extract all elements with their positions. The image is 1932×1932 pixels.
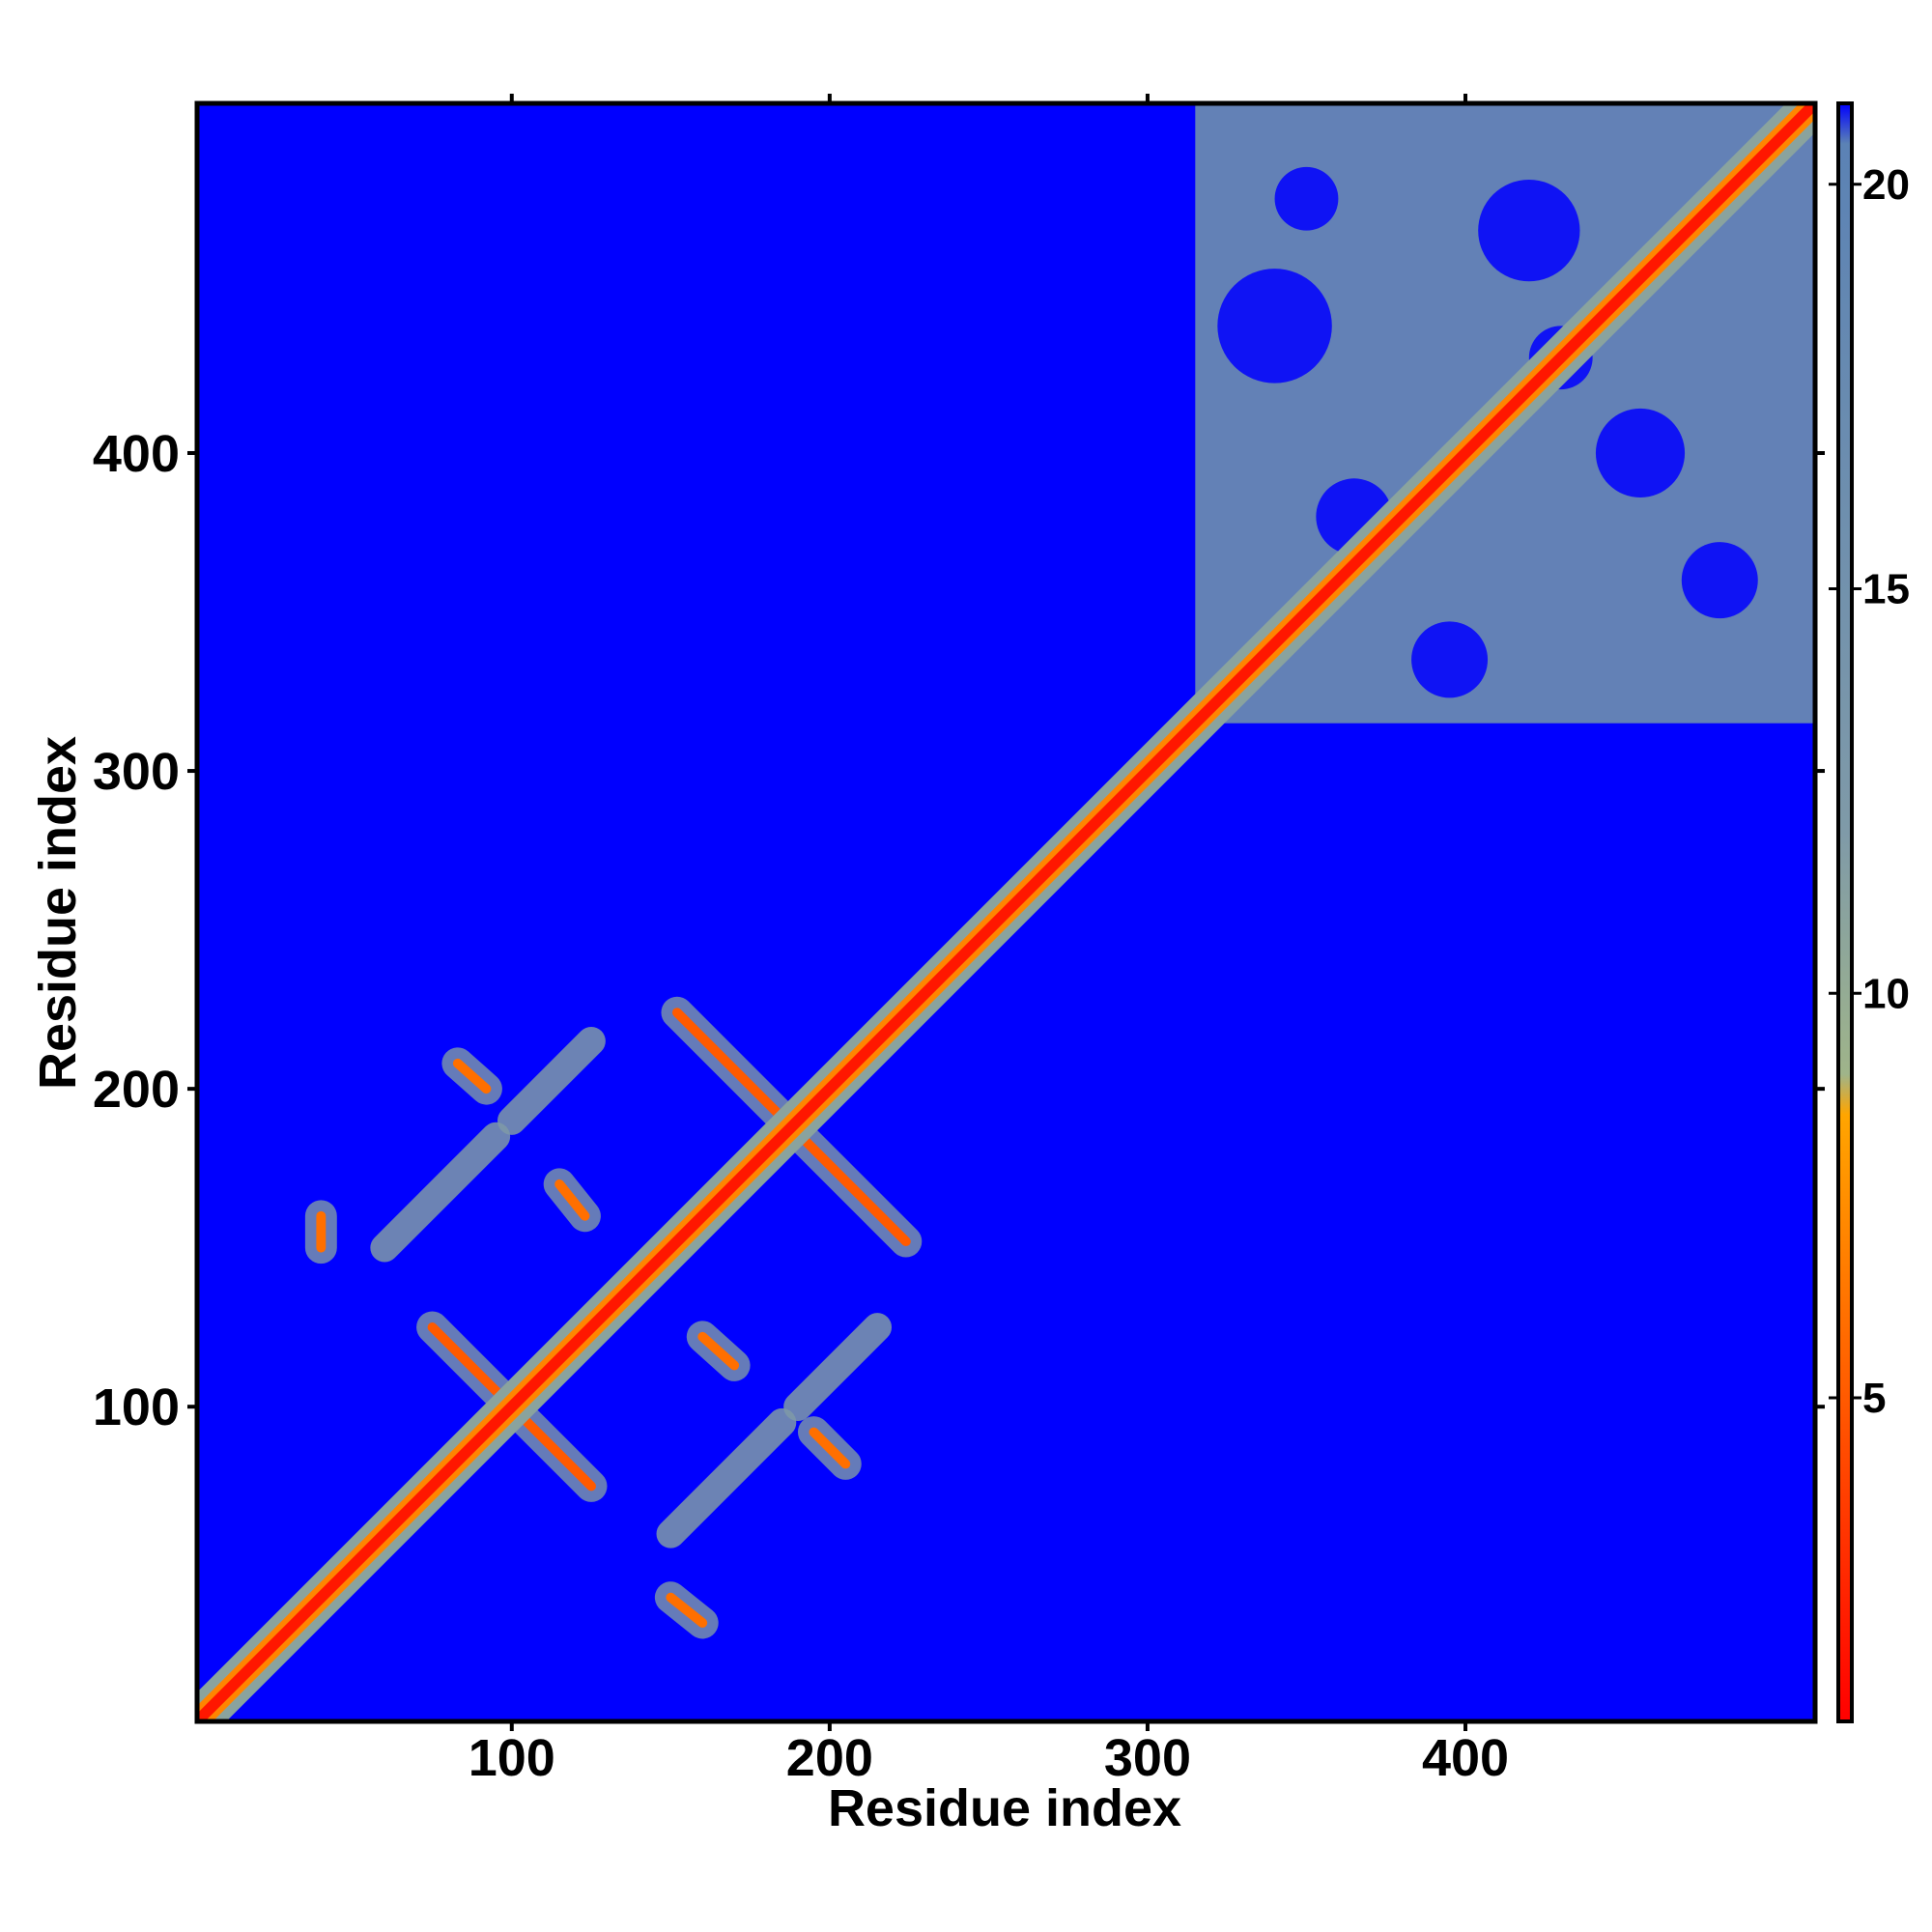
- plot-frame: [194, 100, 1818, 1724]
- y-tick-label: 100: [93, 1378, 180, 1436]
- block-gap: [1411, 621, 1489, 698]
- x-tick-label: 400: [1422, 1729, 1509, 1787]
- colorbar: [1838, 103, 1852, 1721]
- block-gap: [1478, 179, 1580, 282]
- parallel-band: [656, 1407, 797, 1548]
- cross-contact: [452, 1058, 492, 1094]
- axis-ticks: 100 200 300 400 100 200 300 400: [93, 94, 1825, 1787]
- cross-contact: [554, 1179, 590, 1221]
- colorbar-ticks: 5 10 15 20: [1829, 161, 1910, 1422]
- colorbar-frame: [1836, 101, 1854, 1723]
- x-tick-label: 100: [469, 1729, 555, 1787]
- x-axis-title: Residue index: [828, 1779, 1181, 1837]
- diagonal-core: [197, 103, 1815, 1721]
- parallel-band: [497, 1026, 606, 1135]
- x-tick-label: 300: [1104, 1729, 1191, 1787]
- x-tick-label: 200: [786, 1729, 873, 1787]
- colorbar-tick-label: 20: [1862, 161, 1910, 209]
- parallel-band: [783, 1313, 893, 1422]
- y-axis-title: Residue index: [29, 736, 87, 1090]
- block-gap: [1274, 166, 1339, 231]
- block-gap: [1217, 269, 1332, 384]
- colorbar-tick-label: 5: [1862, 1375, 1886, 1422]
- heatmap-cells: [197, 103, 1815, 1721]
- block-gap: [1681, 542, 1758, 619]
- cross-contact: [666, 1592, 708, 1628]
- y-tick-label: 300: [93, 743, 180, 801]
- colorbar-tick-label: 10: [1862, 970, 1910, 1017]
- parallel-band: [370, 1122, 511, 1263]
- cross-contact: [809, 1427, 851, 1469]
- y-tick-label: 200: [93, 1061, 180, 1119]
- colorbar-tick-label: 15: [1862, 566, 1910, 613]
- y-tick-label: 400: [93, 425, 180, 483]
- block-gap: [1595, 408, 1686, 498]
- cross-contact: [697, 1331, 740, 1371]
